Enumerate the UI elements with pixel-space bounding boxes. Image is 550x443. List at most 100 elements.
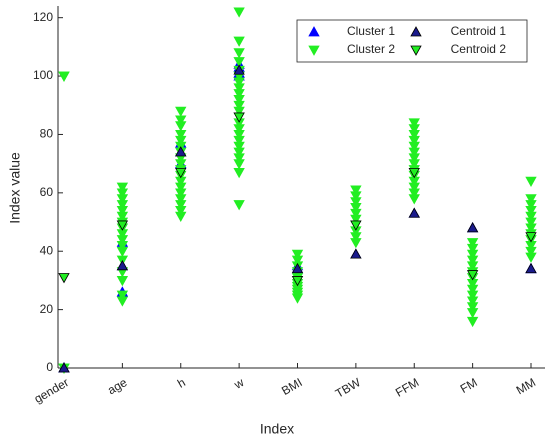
marker: [175, 194, 187, 205]
x-axis-label: Index: [260, 421, 294, 437]
marker: [525, 194, 537, 205]
marker: [175, 130, 187, 141]
marker: [525, 176, 537, 187]
marker: [233, 153, 245, 164]
y-tick-label: 20: [40, 302, 54, 316]
legend-label: Cluster 1: [347, 24, 395, 38]
marker: [466, 290, 479, 301]
marker: [350, 203, 362, 214]
marker: [291, 255, 304, 266]
legend-box: [296, 19, 528, 63]
marker: [233, 83, 245, 94]
marker: [525, 217, 537, 228]
marker: [116, 235, 129, 246]
x-tick-label: FM: [458, 375, 480, 396]
marker: [408, 135, 420, 147]
marker: [175, 211, 187, 223]
marker: [233, 130, 245, 141]
x-tick-label: w: [231, 375, 247, 392]
marker: [116, 188, 129, 199]
legend: Cluster 1 Cluster 2 Centroid 1 Centroid 2: [296, 19, 528, 63]
marker: [233, 7, 245, 18]
marker: [525, 205, 537, 217]
marker: [175, 200, 187, 211]
legend-marker: [410, 26, 422, 37]
marker: [466, 302, 479, 313]
marker: [408, 130, 420, 141]
x-tick-label: gender: [32, 375, 71, 406]
marker: [116, 220, 129, 231]
legend-label: Centroid 1: [451, 24, 507, 38]
marker: [466, 284, 479, 296]
marker: [175, 121, 187, 132]
marker: [350, 248, 362, 259]
marker: [58, 71, 70, 82]
y-tick-label: 40: [40, 243, 54, 257]
marker: [233, 159, 245, 170]
x-tick-label: TBW: [333, 375, 364, 401]
marker: [58, 273, 70, 284]
marker: [233, 141, 245, 152]
marker: [525, 252, 537, 263]
y-axis-label: Index value: [7, 152, 23, 224]
marker: [233, 77, 245, 88]
marker: [466, 255, 479, 266]
marker: [466, 308, 479, 319]
marker: [408, 159, 420, 170]
marker: [175, 115, 187, 126]
marker: [116, 205, 129, 217]
marker: [116, 194, 129, 205]
marker: [233, 48, 245, 59]
marker: [350, 220, 362, 231]
legend-label: Centroid 2: [451, 42, 507, 56]
marker: [350, 232, 362, 243]
marker: [525, 262, 537, 274]
marker: [408, 182, 420, 193]
marker: [116, 182, 129, 193]
y-tick-label: 0: [46, 360, 53, 374]
marker: [233, 112, 245, 123]
marker: [175, 135, 187, 147]
marker: [408, 188, 420, 199]
marker: [291, 276, 304, 287]
marker: [466, 222, 479, 233]
x-tick-label: MM: [514, 375, 538, 397]
marker: [291, 262, 304, 274]
y-tick-label: 100: [33, 68, 53, 82]
marker: [116, 246, 129, 258]
marker: [350, 208, 362, 220]
marker: [233, 89, 245, 100]
marker: [466, 249, 479, 260]
marker: [525, 223, 537, 234]
marker: [175, 182, 187, 193]
marker: [408, 194, 420, 205]
marker: [175, 159, 187, 170]
x-tick-label: age: [105, 375, 130, 397]
marker: [408, 124, 420, 135]
marker: [116, 290, 129, 301]
marker: [175, 168, 187, 179]
marker: [116, 200, 129, 211]
marker: [466, 238, 479, 249]
marker: [525, 232, 537, 243]
marker: [350, 197, 362, 208]
marker: [350, 238, 362, 249]
marker: [291, 249, 304, 260]
marker: [408, 168, 420, 179]
marker: [408, 141, 420, 152]
marker: [350, 214, 362, 225]
marker: [525, 246, 537, 258]
marker: [116, 296, 129, 307]
x-tick-label: FFM: [393, 375, 421, 399]
marker: [175, 188, 187, 199]
marker: [525, 211, 537, 223]
marker: [233, 147, 245, 158]
y-tick-label: 80: [40, 127, 54, 141]
marker: [466, 296, 479, 307]
marker: [525, 200, 537, 211]
x-tick-label: BMI: [279, 375, 304, 398]
marker: [466, 243, 479, 255]
legend-marker: [308, 26, 320, 37]
marker: [466, 316, 479, 328]
